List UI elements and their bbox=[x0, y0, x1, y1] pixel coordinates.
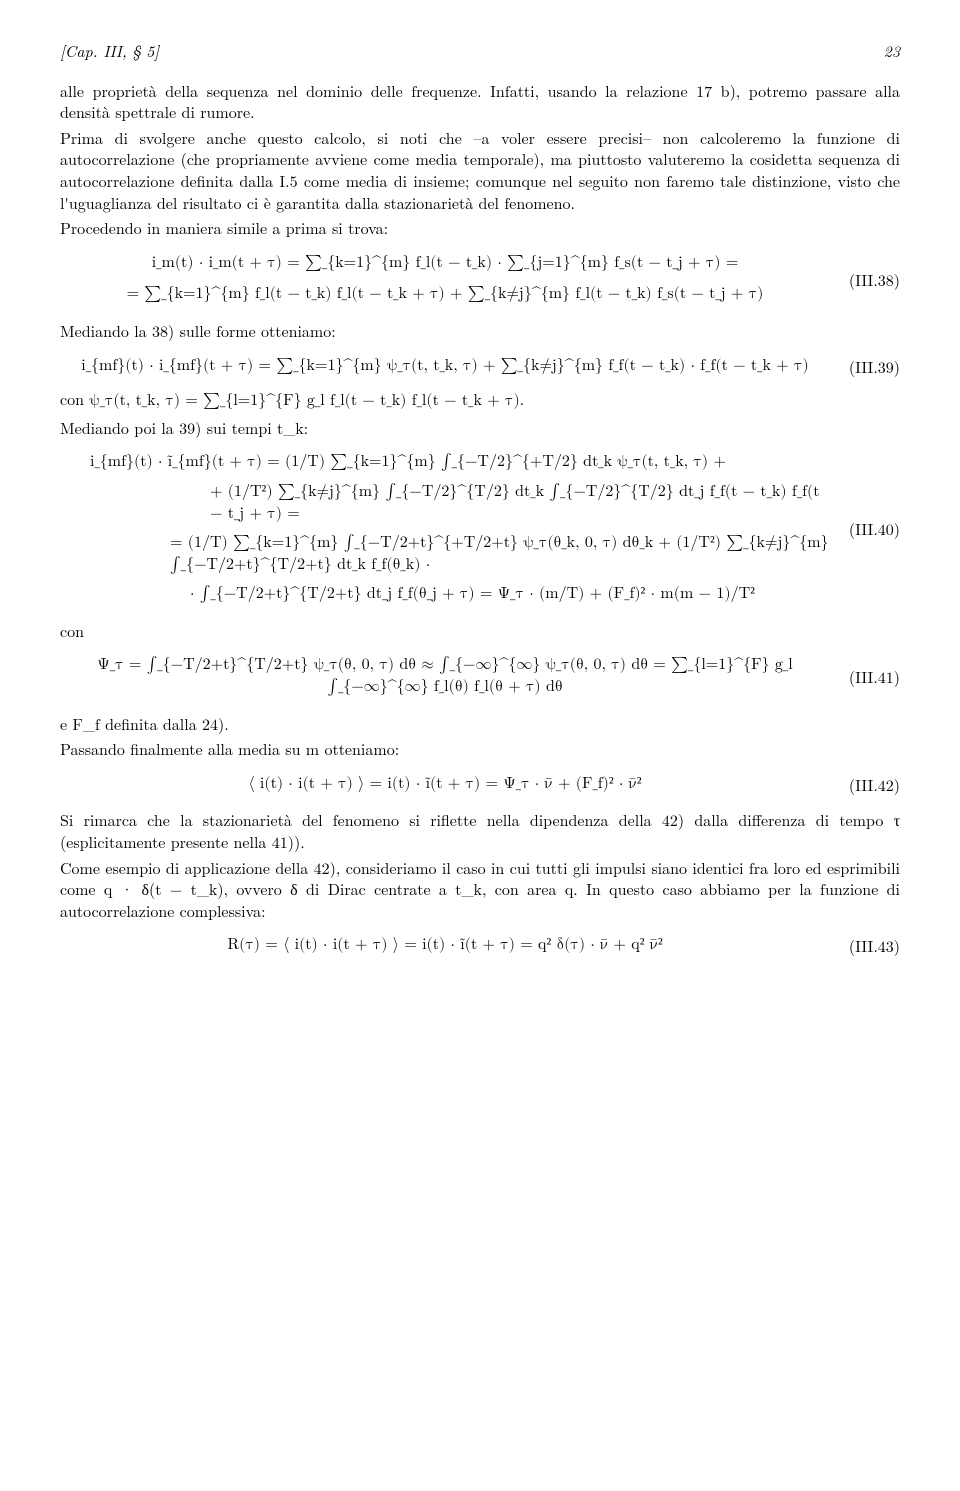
equation-41: Ψ_τ = ∫_{−T/2+t}^{T/2+t} ψ_τ(θ, 0, τ) dθ… bbox=[60, 655, 900, 698]
eq41-number: (III.41) bbox=[830, 666, 900, 688]
eq40-line3: = (1/T) ∑_{k=1}^{m} ∫_{−T/2+t}^{+T/2+t} … bbox=[90, 533, 830, 576]
equation-42: ⟨ i(t) · i(t + τ) ⟩ = i(t) · ĩ(t + τ) = … bbox=[60, 774, 900, 796]
eq38-number: (III.38) bbox=[830, 269, 900, 291]
eq41-content: Ψ_τ = ∫_{−T/2+t}^{T/2+t} ψ_τ(θ, 0, τ) dθ… bbox=[60, 655, 830, 698]
equation-39: i_{mf}(t) · i_{mf}(t + τ) = ∑_{k=1}^{m} … bbox=[60, 356, 900, 378]
paragraph-3: Procedendo in maniera simile a prima si … bbox=[60, 217, 900, 239]
paragraph-10: Si rimarca che la stazionarietà del feno… bbox=[60, 809, 900, 852]
paragraph-11: Come esempio di applicazione della 42), … bbox=[60, 857, 900, 922]
chapter-reference: [Cap. III, § 5] bbox=[60, 40, 159, 62]
paragraph-1: alle proprietà della sequenza nel domini… bbox=[60, 80, 900, 123]
eq42-number: (III.42) bbox=[830, 774, 900, 796]
paragraph-6: Mediando poi la 39) sui tempi t_k: bbox=[60, 417, 900, 439]
equation-38: i_m(t) · i_m(t + τ) = ∑_{k=1}^{m} f_l(t … bbox=[60, 253, 900, 306]
equation-43: R(τ) = ⟨ i(t) · i(t + τ) ⟩ = i(t) · ĩ(t … bbox=[60, 935, 900, 957]
eq39-number: (III.39) bbox=[830, 356, 900, 378]
eq38-line1: i_m(t) · i_m(t + τ) = ∑_{k=1}^{m} f_l(t … bbox=[60, 253, 830, 275]
eq40-line2: + (1/T²) ∑_{k≠j}^{m} ∫_{−T/2}^{T/2} dt_k… bbox=[90, 482, 830, 525]
eq39-content: i_{mf}(t) · i_{mf}(t + τ) = ∑_{k=1}^{m} … bbox=[60, 356, 830, 378]
eq42-content: ⟨ i(t) · i(t + τ) ⟩ = i(t) · ĩ(t + τ) = … bbox=[60, 774, 830, 796]
paragraph-8: e F_f definita dalla 24). bbox=[60, 713, 900, 735]
paragraph-7: con bbox=[60, 620, 900, 642]
eq43-content: R(τ) = ⟨ i(t) · i(t + τ) ⟩ = i(t) · ĩ(t … bbox=[60, 935, 830, 957]
eq40-number: (III.40) bbox=[830, 518, 900, 540]
eq38-line2: = ∑_{k=1}^{m} f_l(t − t_k) f_l(t − t_k +… bbox=[60, 284, 830, 306]
paragraph-2: Prima di svolgere anche questo calcolo, … bbox=[60, 127, 900, 213]
page-number: 23 bbox=[884, 40, 900, 62]
paragraph-9: Passando finalmente alla media su m otte… bbox=[60, 738, 900, 760]
eq43-number: (III.43) bbox=[830, 935, 900, 957]
paragraph-5: con ψ_τ(t, t_k, τ) = ∑_{l=1}^{F} g_l f_l… bbox=[60, 391, 900, 413]
eq40-line1: i_{mf}(t) · ĩ_{mf}(t + τ) = (1/T) ∑_{k=1… bbox=[90, 452, 830, 474]
paragraph-4: Mediando la 38) sulle forme otteniamo: bbox=[60, 320, 900, 342]
equation-40: i_{mf}(t) · ĩ_{mf}(t + τ) = (1/T) ∑_{k=1… bbox=[60, 452, 900, 606]
eq40-line4: · ∫_{−T/2+t}^{T/2+t} dt_j f_f(θ_j + τ) =… bbox=[90, 584, 830, 606]
page-header: [Cap. III, § 5] 23 bbox=[60, 40, 900, 62]
